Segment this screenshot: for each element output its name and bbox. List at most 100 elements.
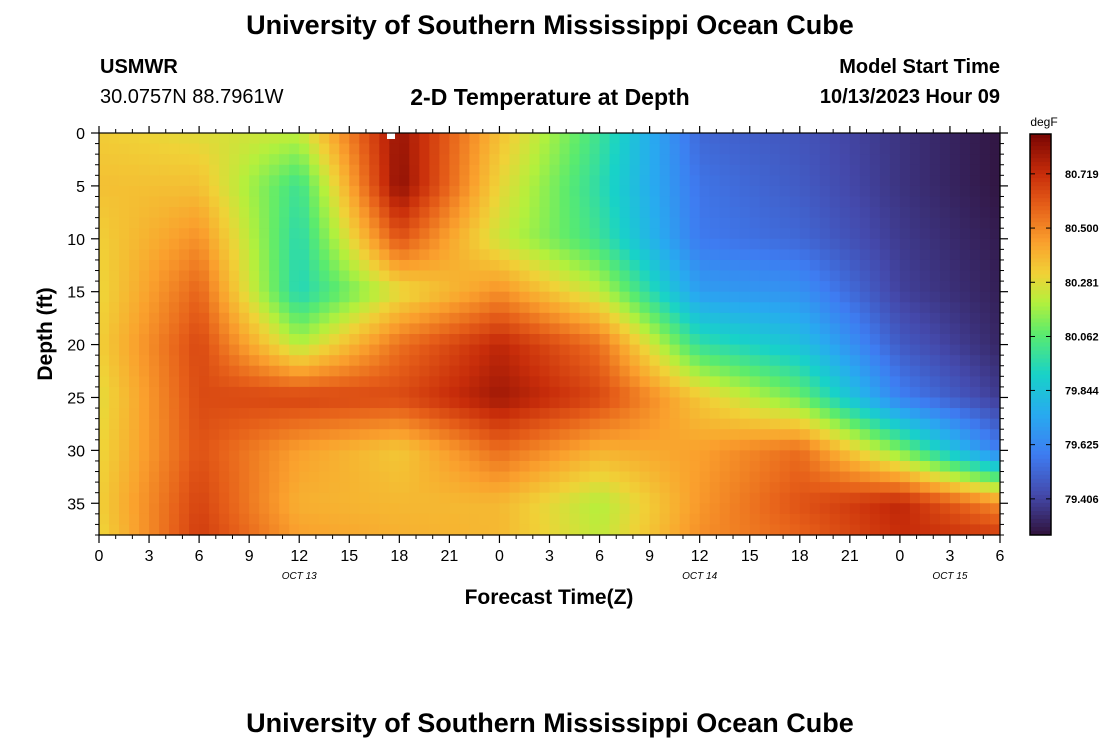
heatmap-cell [209,386,220,399]
heatmap-cell [619,429,631,441]
colorbar-swatch [1030,422,1051,428]
heatmap-cell [329,334,340,346]
heatmap-cell [289,439,300,451]
heatmap-cell [599,397,611,409]
heatmap-cell [109,482,120,494]
heatmap-cell [349,376,360,388]
heatmap-cell [679,302,691,314]
heatmap-cell [309,302,320,314]
heatmap-cell [669,334,681,346]
heatmap-cell [779,386,791,399]
heatmap-cell [319,397,330,409]
heatmap-cell [959,492,971,504]
heatmap-cell [339,270,350,282]
heatmap-cell [719,185,731,198]
heatmap-cell [329,249,340,261]
heatmap-cell [569,312,581,325]
heatmap-cell [849,482,861,494]
heatmap-cell [809,471,821,483]
heatmap-cell [749,376,761,388]
heatmap-cell [179,217,190,229]
heatmap-cell [429,249,440,261]
heatmap-cell [189,471,200,483]
heatmap-cell [939,492,951,504]
heatmap-cell [639,408,651,420]
heatmap-cell [449,503,460,515]
heatmap-cell [699,450,711,462]
heatmap-cell [339,154,350,166]
heatmap-cell [549,133,561,145]
heatmap-cell [699,429,711,441]
heatmap-cell [779,471,791,483]
heatmap-cell [469,143,481,155]
heatmap-cell [909,513,921,526]
heatmap-cell [519,302,531,314]
heatmap-cell [369,376,380,388]
heatmap-cell [429,418,440,430]
heatmap-cell [869,344,881,356]
heatmap-cell [939,450,951,462]
heatmap-cell [859,471,871,483]
heatmap-cell [229,259,240,272]
heatmap-cell [599,376,611,388]
heatmap-cell [959,238,971,250]
heatmap-cell [909,524,921,536]
heatmap-cell [679,154,691,166]
heatmap-cell [219,302,230,314]
heatmap-cell [859,397,871,409]
heatmap-cell [209,503,220,515]
heatmap-cell [969,355,981,367]
heatmap-cell [649,133,661,145]
heatmap-cell [309,492,320,504]
heatmap-cell [99,291,110,303]
heatmap-cell [789,133,801,145]
heatmap-cell [299,524,310,536]
heatmap-cell [149,249,160,261]
heatmap-cell [959,259,971,272]
heatmap-cell [669,164,681,176]
heatmap-cell [619,439,631,451]
heatmap-cell [129,323,140,335]
heatmap-cell [559,238,571,250]
heatmap-cell [139,323,150,335]
heatmap-cell [269,397,280,409]
heatmap-cell [649,524,661,536]
heatmap-cell [639,418,651,430]
heatmap-cell [179,175,190,187]
heatmap-cell [659,397,671,409]
heatmap-cell [759,143,771,155]
heatmap-cell [189,418,200,430]
heatmap-cell [969,259,981,272]
heatmap-cell [159,418,170,430]
heatmap-cell [679,408,691,420]
heatmap-cell [649,154,661,166]
heatmap-cell [429,429,440,441]
colorbar-swatch [1030,266,1051,271]
heatmap-cell [279,164,290,176]
heatmap-cell [919,291,931,303]
heatmap-cell [409,228,420,240]
heatmap-cell [469,429,481,441]
heatmap-cell [179,513,190,526]
colorbar-swatch [1030,486,1051,492]
heatmap-cell [959,471,971,483]
colorbar-swatch [1030,230,1051,235]
heatmap-cell [439,355,450,367]
heatmap-cell [579,238,591,250]
heatmap-cell [119,133,130,145]
heatmap-cell [869,492,881,504]
heatmap-cell [839,228,851,240]
heatmap-cell [389,418,400,430]
heatmap-cell [539,302,551,314]
heatmap-cell [599,429,611,441]
heatmap-cell [299,175,310,187]
heatmap-cell [909,492,921,504]
heatmap-cell [289,291,300,303]
heatmap-cell [379,133,390,145]
heatmap-cell [619,154,631,166]
heatmap-cell [419,429,430,441]
heatmap-cell [879,281,891,293]
heatmap-cell [509,154,521,166]
heatmap-cell [979,164,991,176]
heatmap-cell [389,312,400,325]
